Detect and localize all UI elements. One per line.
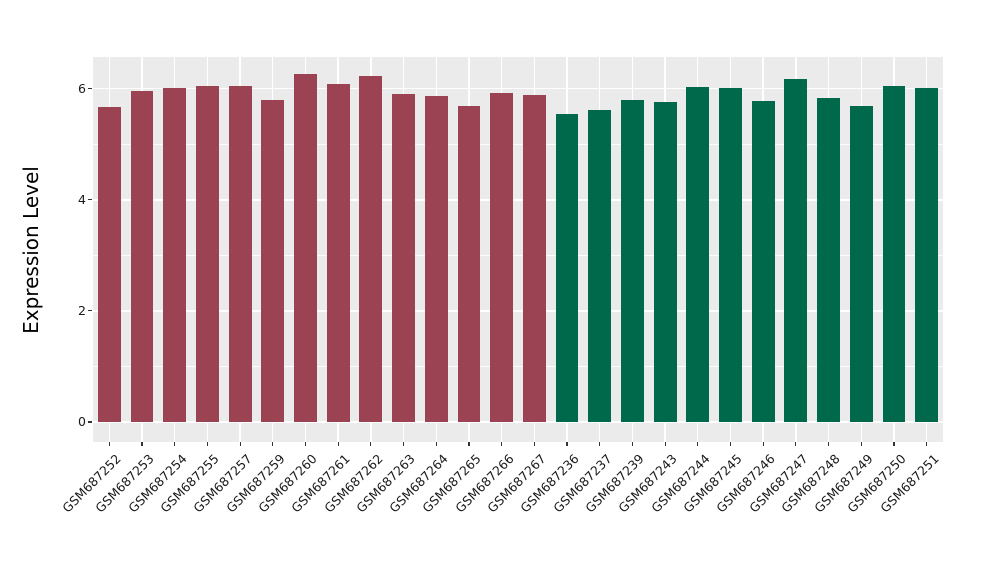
x-tick-mark-GSM687262 — [370, 442, 372, 446]
bar-GSM687254 — [163, 87, 187, 422]
bar-GSM687236 — [555, 114, 579, 422]
y-tick-label-6: 6 — [78, 80, 86, 96]
x-tick-mark-GSM687260 — [304, 442, 307, 446]
x-tick-mark-GSM687245 — [729, 442, 732, 446]
bar-GSM687250 — [882, 85, 906, 422]
x-tick-mark-GSM687248 — [827, 442, 830, 446]
x-tick-mark-GSM687243 — [664, 442, 666, 446]
x-tick-mark-GSM687265 — [468, 442, 470, 446]
bar-GSM687237 — [588, 109, 612, 422]
bar-GSM687247 — [784, 79, 808, 422]
plot-panel — [93, 57, 943, 442]
bar-GSM687245 — [719, 87, 742, 422]
x-tick-mark-GSM687236 — [566, 442, 568, 446]
gridline-major-y6 — [93, 87, 943, 90]
bar-GSM687249 — [849, 105, 873, 422]
bar-GSM687259 — [261, 99, 285, 422]
y-tick-mark-2 — [88, 310, 92, 312]
y-axis-title-wrap: Expression Level — [14, 57, 48, 442]
x-tick-mark-GSM687261 — [337, 442, 339, 446]
bar-GSM687257 — [228, 85, 252, 422]
x-tick-mark-GSM687237 — [599, 442, 601, 446]
bar-GSM687243 — [653, 102, 677, 422]
x-tick-mark-GSM687259 — [272, 442, 274, 446]
x-tick-mark-GSM687257 — [239, 442, 241, 446]
gridline-minor-y5 — [93, 143, 943, 145]
x-tick-mark-GSM687252 — [108, 442, 110, 446]
bar-GSM687244 — [686, 87, 710, 422]
x-tick-mark-GSM687250 — [893, 442, 895, 446]
y-tick-label-0: 0 — [78, 414, 86, 429]
x-tick-mark-GSM687246 — [762, 442, 764, 446]
gridline-major-y0 — [93, 421, 943, 423]
x-tick-mark-GSM687254 — [174, 442, 176, 446]
y-tick-label-2: 2 — [78, 302, 86, 318]
x-tick-mark-GSM687253 — [141, 442, 143, 446]
gridline-major-y2 — [93, 310, 943, 312]
x-tick-mark-GSM687249 — [860, 442, 862, 446]
bar-GSM687264 — [424, 95, 448, 422]
bar-GSM687252 — [97, 107, 121, 422]
x-tick-mark-GSM687263 — [402, 442, 405, 446]
gridline-minor-y3 — [93, 254, 943, 256]
y-axis-title: Expression Level — [19, 165, 43, 334]
bar-GSM687263 — [392, 93, 415, 422]
y-tick-mark-4 — [88, 199, 92, 201]
bar-GSM687266 — [490, 92, 514, 422]
bar-GSM687253 — [130, 90, 154, 422]
x-tick-mark-GSM687266 — [501, 442, 503, 446]
x-tick-mark-GSM687239 — [631, 442, 633, 446]
bar-GSM687260 — [294, 73, 317, 422]
x-tick-mark-GSM687267 — [533, 442, 535, 446]
x-tick-mark-GSM687247 — [795, 442, 797, 446]
bar-GSM687261 — [326, 84, 350, 422]
bar-GSM687265 — [457, 106, 481, 422]
x-tick-mark-GSM687251 — [926, 442, 928, 446]
y-tick-label-4: 4 — [78, 191, 86, 207]
bar-GSM687246 — [751, 101, 775, 422]
y-tick-mark-6 — [88, 88, 92, 90]
x-tick-mark-GSM687244 — [697, 442, 699, 446]
bar-GSM687267 — [522, 94, 546, 422]
gridline-major-y4 — [93, 199, 943, 201]
y-tick-mark-0 — [88, 421, 92, 423]
bar-GSM687255 — [195, 85, 219, 422]
bar-GSM687262 — [359, 76, 383, 422]
x-tick-mark-GSM687255 — [206, 442, 208, 446]
gridline-minor-y1 — [93, 366, 943, 367]
bar-GSM687251 — [915, 87, 939, 422]
x-tick-mark-GSM687264 — [435, 442, 437, 446]
bar-GSM687239 — [620, 99, 644, 422]
bar-GSM687248 — [817, 97, 840, 422]
